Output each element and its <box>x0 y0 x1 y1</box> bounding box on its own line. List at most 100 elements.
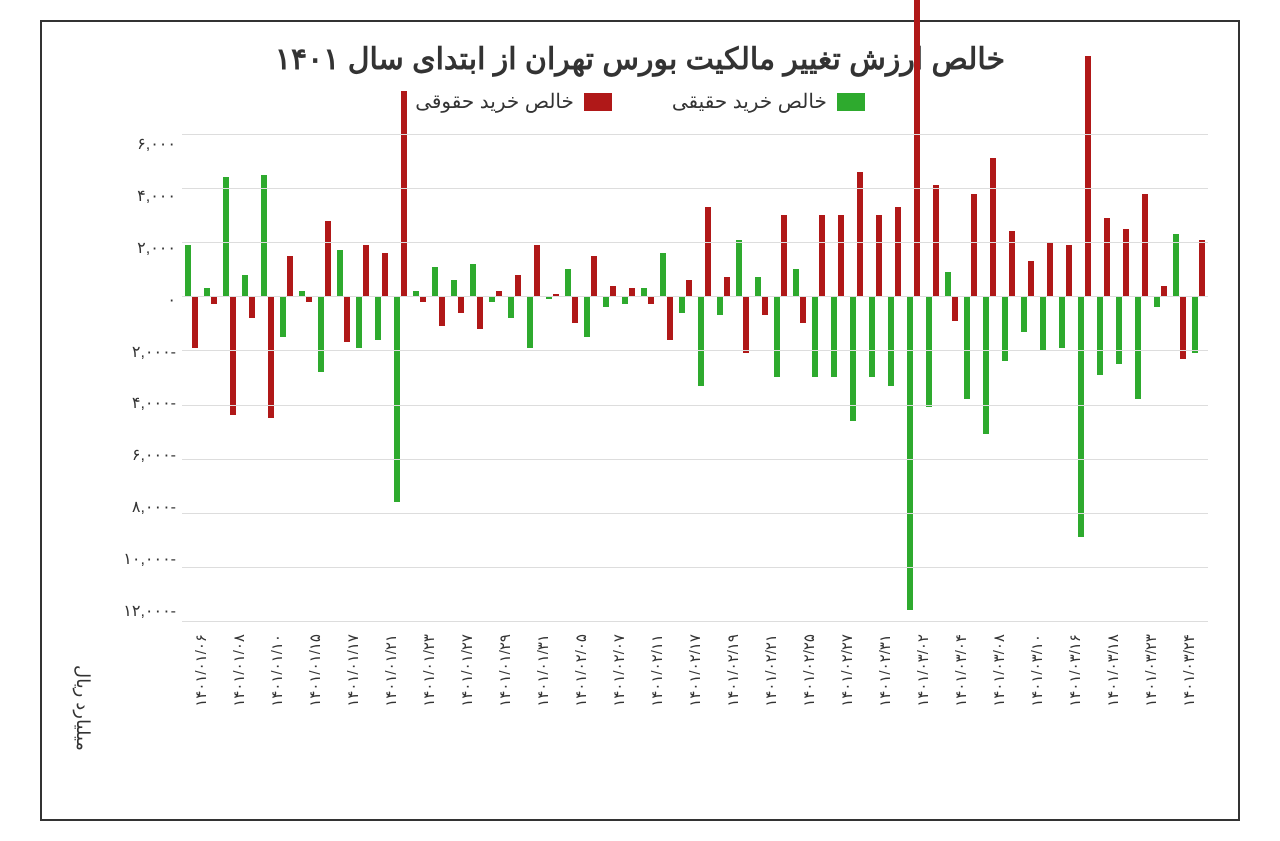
bar-half-haghighi <box>641 134 647 621</box>
bar-haghighi <box>242 275 248 297</box>
bar-half-haghighi <box>679 134 685 621</box>
bar-pair <box>470 134 483 621</box>
x-tick-label: ۱۴۰۱/۰۱/۱۵ <box>306 634 324 707</box>
bar-haghighi <box>508 296 514 318</box>
bar-pair <box>660 134 673 621</box>
bar-slot <box>258 134 277 621</box>
bar-pair <box>1002 134 1015 621</box>
bar-slot <box>1056 134 1075 621</box>
bar-pair <box>261 134 274 621</box>
bar-pair <box>755 134 768 621</box>
bar-half-haghighi <box>793 134 799 621</box>
bar-pair <box>1097 134 1110 621</box>
x-tick-label: ۱۴۰۱/۰۲/۲۱ <box>762 634 780 707</box>
bar-haghighi <box>280 296 286 337</box>
bar-haghighi <box>698 296 704 385</box>
bar-hoghooghi <box>439 296 445 326</box>
bar-half-haghighi <box>622 134 628 621</box>
bar-half-haghighi <box>375 134 381 621</box>
bar-half-hoghooghi <box>192 134 198 621</box>
bar-slot <box>1113 134 1132 621</box>
bar-slot <box>904 134 923 621</box>
bar-half-hoghooghi <box>230 134 236 621</box>
bar-slot <box>885 134 904 621</box>
bar-pair <box>1059 134 1072 621</box>
bar-half-haghighi <box>1002 134 1008 621</box>
bar-half-haghighi <box>660 134 666 621</box>
bar-half-haghighi <box>470 134 476 621</box>
bar-haghighi <box>641 288 647 296</box>
bar-pair <box>831 134 844 621</box>
chart-title: خالص ارزش تغییر مالکیت بورس تهران از ابت… <box>72 42 1208 77</box>
bar-slot <box>1037 134 1056 621</box>
bar-half-haghighi <box>850 134 856 621</box>
bar-half-haghighi <box>204 134 210 621</box>
bar-hoghooghi <box>249 296 255 318</box>
bar-pair <box>299 134 312 621</box>
bar-half-haghighi <box>242 134 248 621</box>
bar-half-hoghooghi <box>287 134 293 621</box>
bar-slot <box>809 134 828 621</box>
x-tick-label: ۱۴۰۱/۰۱/۲۷ <box>458 634 476 707</box>
bar-half-haghighi <box>394 134 400 621</box>
bar-slot <box>410 134 429 621</box>
bar-half-hoghooghi <box>743 134 749 621</box>
bar-half-haghighi <box>1192 134 1198 621</box>
bar-pair <box>1192 134 1205 621</box>
grid-line <box>182 459 1208 460</box>
bar-hoghooghi <box>990 158 996 296</box>
bar-half-haghighi <box>945 134 951 621</box>
bar-haghighi <box>831 296 837 377</box>
bar-slot <box>429 134 448 621</box>
bar-half-hoghooghi <box>344 134 350 621</box>
bar-hoghooghi <box>1123 229 1129 297</box>
bar-hoghooghi <box>1047 242 1053 296</box>
bar-half-hoghooghi <box>781 134 787 621</box>
bar-haghighi <box>584 296 590 337</box>
x-tick-label: ۱۴۰۱/۰۳/۰۲ <box>914 634 932 707</box>
bars-layer <box>182 134 1208 621</box>
bar-half-haghighi <box>1135 134 1141 621</box>
bar-slot <box>638 134 657 621</box>
bar-half-haghighi <box>413 134 419 621</box>
bar-half-haghighi <box>907 134 913 621</box>
plot-area <box>182 134 1208 621</box>
bar-hoghooghi <box>686 280 692 296</box>
bar-haghighi <box>812 296 818 377</box>
bar-pair <box>413 134 426 621</box>
bar-haghighi <box>394 296 400 502</box>
bar-hoghooghi <box>1104 218 1110 296</box>
legend-swatch-haghighi <box>837 93 865 111</box>
bar-half-haghighi <box>489 134 495 621</box>
bar-half-hoghooghi <box>1085 134 1091 621</box>
bar-hoghooghi <box>781 215 787 296</box>
bar-slot <box>1075 134 1094 621</box>
plot-wrap: ۱۴۰۱/۰۱/۰۶۱۴۰۱/۰۱/۰۸۱۴۰۱/۰۱/۱۰۱۴۰۱/۰۱/۱۵… <box>182 134 1208 751</box>
bar-half-hoghooghi <box>1066 134 1072 621</box>
bar-pair <box>850 134 863 621</box>
bar-half-hoghooghi <box>990 134 996 621</box>
bar-half-hoghooghi <box>933 134 939 621</box>
bar-hoghooghi <box>667 296 673 339</box>
bar-haghighi <box>565 269 571 296</box>
bar-pair <box>508 134 521 621</box>
grid-line <box>182 405 1208 406</box>
bar-slot <box>372 134 391 621</box>
bar-half-hoghooghi <box>325 134 331 621</box>
bar-slot <box>334 134 353 621</box>
bar-pair <box>337 134 350 621</box>
bar-haghighi <box>318 296 324 372</box>
bar-half-hoghooghi <box>515 134 521 621</box>
bar-hoghooghi <box>363 245 369 296</box>
bar-pair <box>280 134 293 621</box>
bar-half-haghighi <box>888 134 894 621</box>
bar-haghighi <box>1116 296 1122 364</box>
bar-pair <box>1078 134 1091 621</box>
bar-pair <box>1154 134 1167 621</box>
bar-half-haghighi <box>774 134 780 621</box>
bar-slot <box>790 134 809 621</box>
bar-pair <box>774 134 787 621</box>
bar-hoghooghi <box>1199 240 1205 297</box>
bar-half-haghighi <box>755 134 761 621</box>
bar-half-hoghooghi <box>952 134 958 621</box>
